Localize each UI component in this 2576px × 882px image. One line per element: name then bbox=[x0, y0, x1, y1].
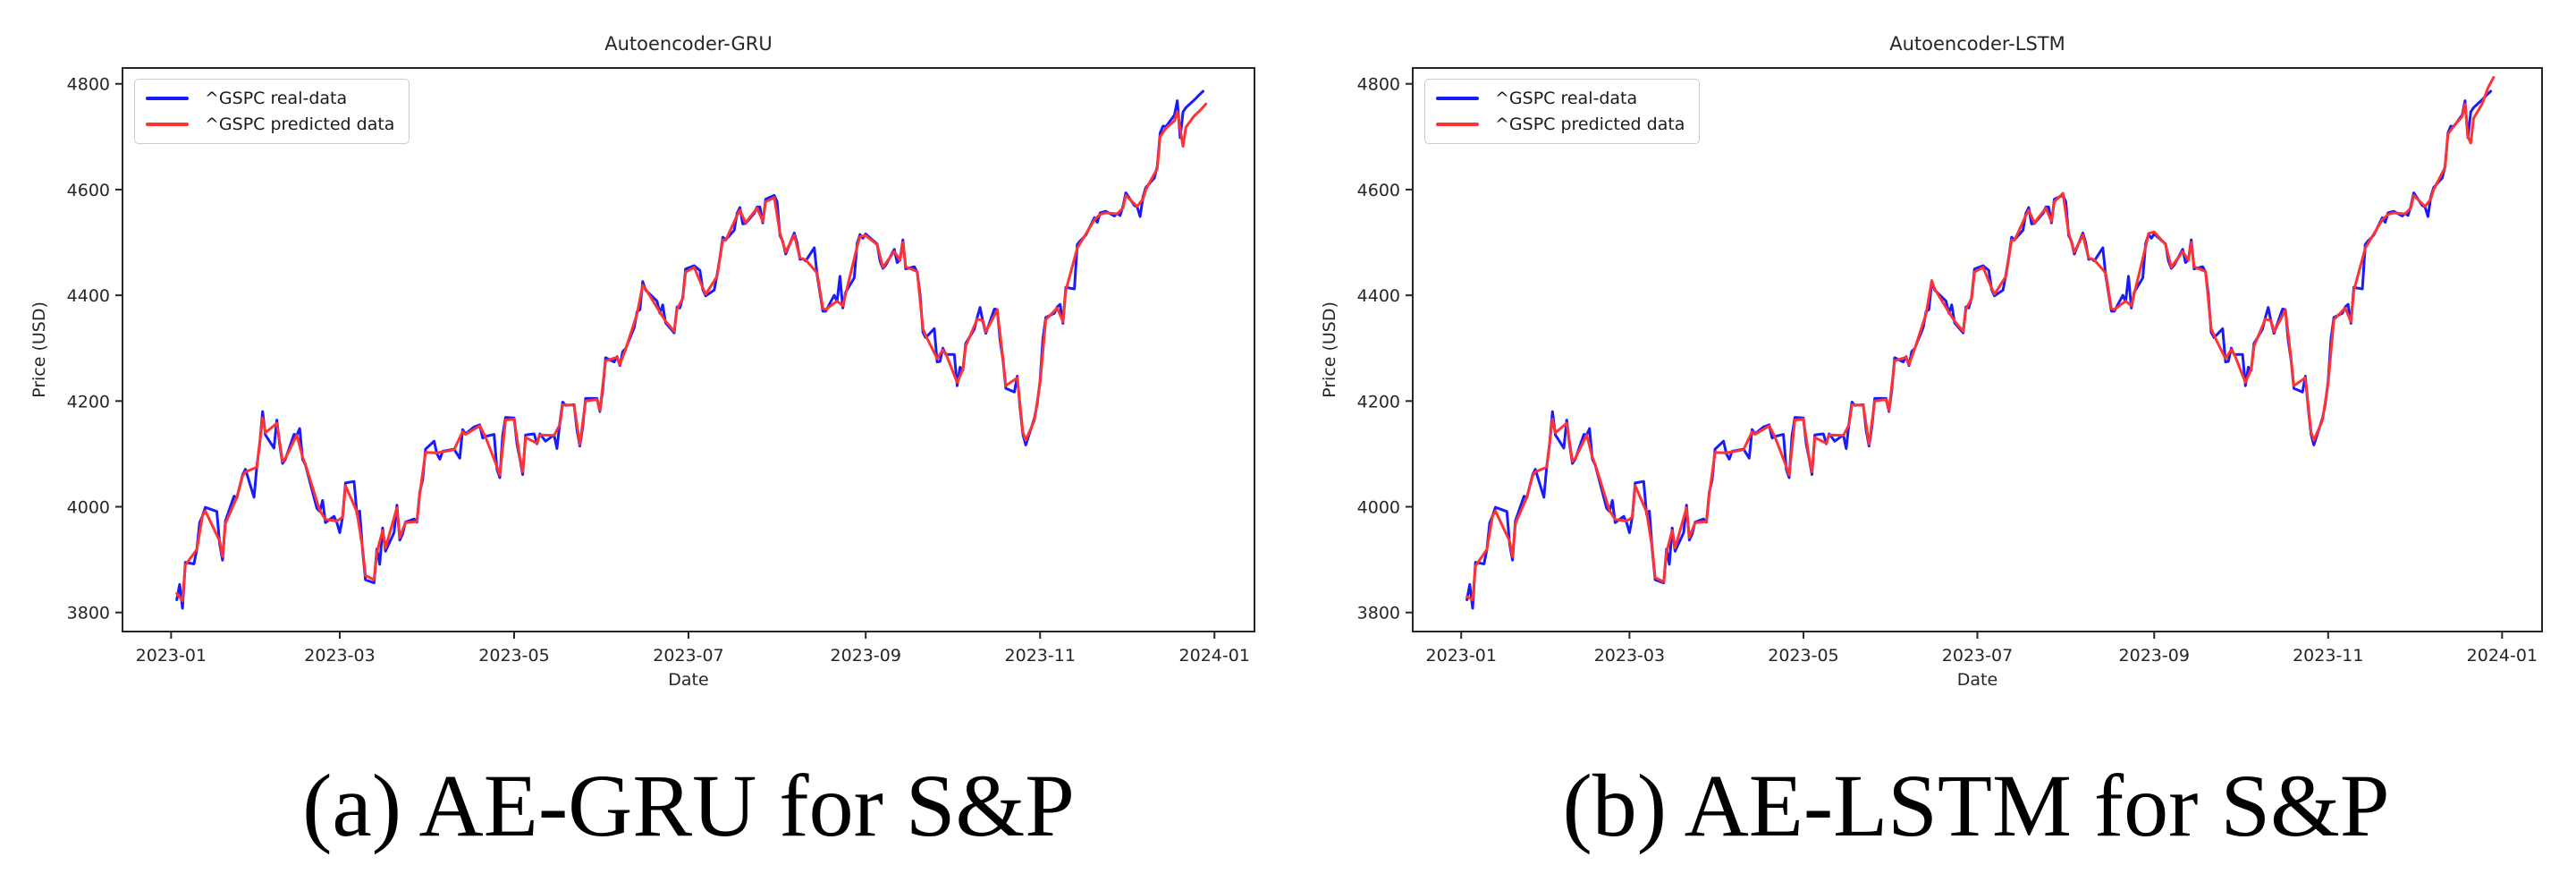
legend-label-predicted: ^GSPC predicted data bbox=[205, 114, 395, 134]
legend-row-predicted: ^GSPC predicted data bbox=[146, 114, 394, 134]
svg-text:4000: 4000 bbox=[1357, 498, 1400, 518]
legend-label-real: ^GSPC real-data bbox=[205, 89, 348, 108]
predicted-line-sample bbox=[146, 123, 189, 126]
y-axis-label-lstm: Price (USD) bbox=[1320, 301, 1339, 398]
svg-text:2023-05: 2023-05 bbox=[478, 646, 549, 666]
svg-text:4800: 4800 bbox=[67, 75, 110, 95]
x-axis-label-gru: Date bbox=[668, 670, 709, 690]
svg-text:4800: 4800 bbox=[1357, 75, 1400, 95]
y-axis-label-gru: Price (USD) bbox=[30, 301, 49, 398]
svg-text:4600: 4600 bbox=[1357, 181, 1400, 200]
caption-a: (a) AE-GRU for S&P bbox=[302, 756, 1075, 855]
real-line-sample bbox=[1436, 97, 1479, 100]
svg-text:4400: 4400 bbox=[67, 286, 110, 306]
svg-text:3800: 3800 bbox=[67, 604, 110, 623]
legend-gru: ^GSPC real-data ^GSPC predicted data bbox=[134, 79, 410, 144]
plots-svg: 2023-01 2023-03 2023-05 2023-07 2023-09 2023-… bbox=[67, 67, 2543, 666]
caption-b: (b) AE-LSTM for S&P bbox=[1562, 756, 2390, 855]
svg-text:3800: 3800 bbox=[1357, 604, 1400, 623]
svg-text:4600: 4600 bbox=[67, 181, 110, 200]
real-line-sample bbox=[146, 97, 189, 100]
predicted-line-sample bbox=[1436, 123, 1479, 126]
svg-text:2023-07: 2023-07 bbox=[1942, 646, 2013, 666]
svg-text:2023-11: 2023-11 bbox=[2293, 646, 2363, 666]
legend-lstm: ^GSPC real-data ^GSPC predicted data bbox=[1424, 79, 1701, 144]
svg-text:2024-01: 2024-01 bbox=[2467, 646, 2538, 666]
chart-title-gru: Autoencoder-GRU bbox=[604, 33, 773, 55]
svg-text:2023-05: 2023-05 bbox=[1768, 646, 1838, 666]
x-axis-label-lstm: Date bbox=[1956, 670, 1998, 690]
svg-text:2023-01: 2023-01 bbox=[1426, 646, 1497, 666]
legend-row-real: ^GSPC real-data bbox=[146, 89, 394, 108]
legend-row-predicted: ^GSPC predicted data bbox=[1436, 114, 1685, 134]
svg-text:4200: 4200 bbox=[1357, 392, 1400, 411]
chart-title-lstm: Autoencoder-LSTM bbox=[1889, 33, 2065, 55]
svg-text:2023-09: 2023-09 bbox=[831, 646, 901, 666]
svg-text:4400: 4400 bbox=[1357, 286, 1400, 306]
svg-text:2023-11: 2023-11 bbox=[1005, 646, 1076, 666]
svg-text:2024-01: 2024-01 bbox=[1179, 646, 1250, 666]
svg-text:2023-09: 2023-09 bbox=[2119, 646, 2190, 666]
svg-text:2023-01: 2023-01 bbox=[136, 646, 207, 666]
legend-label-real: ^GSPC real-data bbox=[1495, 89, 1638, 108]
svg-text:2023-03: 2023-03 bbox=[304, 646, 375, 666]
svg-text:4000: 4000 bbox=[67, 498, 110, 518]
svg-text:2023-03: 2023-03 bbox=[1594, 646, 1665, 666]
svg-text:4200: 4200 bbox=[67, 392, 110, 411]
legend-row-real: ^GSPC real-data bbox=[1436, 89, 1685, 108]
svg-text:2023-07: 2023-07 bbox=[653, 646, 723, 666]
legend-label-predicted: ^GSPC predicted data bbox=[1495, 114, 1685, 134]
